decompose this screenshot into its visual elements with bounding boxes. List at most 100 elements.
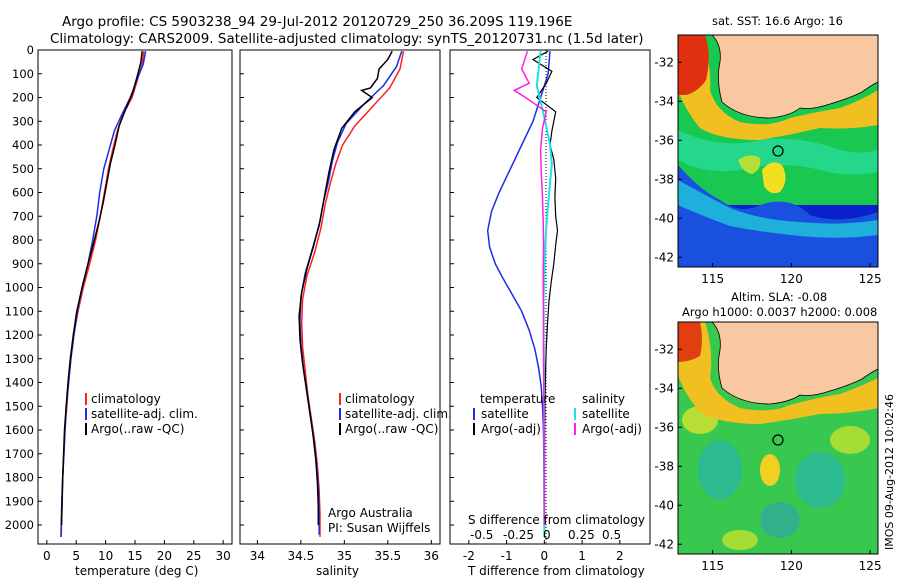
map-y-tick-label: -34 [654,94,674,108]
x-tick-label: 30 [216,549,231,563]
depth-tick-label: 1900 [5,494,34,508]
map-sla [678,322,878,554]
x-tick-label: 34.5 [288,549,315,563]
difference-plot [486,50,559,544]
map-y-tick-label: -38 [654,172,674,186]
series-line-temperature-satellite [486,51,551,537]
sst-coastal-warm [678,35,878,140]
land-australia [711,35,878,119]
depth-tick-label: 600 [12,186,34,200]
depth-tick-label: 1000 [5,281,34,295]
x-tick-label: 35.5 [374,549,401,563]
series-line-argo-raw-qc- [60,51,143,526]
temperature-plot [60,51,147,537]
legend-label-argo: Argo(..raw -QC) [91,422,184,436]
x-tick-label: 10 [98,549,113,563]
sla-yellow-2 [760,454,780,486]
depth-axis: 0 100 200 300 400 500 600 700 800 900 1000 1100 1200… [5,43,454,532]
s-tick-m05: -0.5 [470,528,493,542]
legend-label-argo: Argo(..raw -QC) [345,422,438,436]
legend-label-satellite: satellite-adj. clim. [91,407,198,421]
depth-tick-label: 2000 [5,518,34,532]
annotation-pi: PI: Susan Wijffels [328,521,430,535]
x-tick-label: 0 [43,549,51,563]
sst-warm-patch-2 [738,155,761,174]
x-tick-label: 0 [541,549,549,563]
s-tick-025: 0.25 [568,528,595,542]
map-y-tick-label: -42 [654,250,674,264]
salinity-plot [298,50,405,537]
salinity-legend: climatology satellite-adj. clim. Argo(..… [339,392,452,436]
x-tick-label: 1 [578,549,586,563]
s-tick-m025: -0.25 [503,528,534,542]
map-x-tick-label: 125 [859,272,882,286]
depth-tick-label: 0 [27,43,34,57]
map-sst [678,35,878,267]
salinity-x-axis: 34 34.5 35 35.5 36 [250,540,439,563]
depth-tick-label: 900 [12,257,34,271]
legend-label-climatology: climatology [91,392,161,406]
temperature-x-axis: 0 5 10 15 20 25 30 [43,540,231,563]
x-tick-label: 15 [127,549,142,563]
legend-label-temp-argo: Argo(-adj) [481,422,541,436]
depth-tick-label: 1400 [5,376,34,390]
sla-teal-1 [698,440,742,500]
difference-xlabel: T difference from climatology [467,564,645,578]
depth-tick-label: 200 [12,91,34,105]
difference-legend: temperature salinity satellite Argo(-adj… [473,392,642,436]
land-australia [711,322,878,405]
map-y-tick-label: -42 [654,537,674,551]
legend-label-satellite: satellite-adj. clim. [345,407,452,421]
sla-red-nw [678,322,702,362]
temperature-xlabel: temperature (deg C) [75,564,198,578]
series-line-salinity-argo-adj- [512,50,548,525]
sst-cool-lobe-1 [678,165,878,267]
map-x-tick-label: 125 [859,559,882,573]
x-tick-label: 34 [250,549,265,563]
sla-teal-3 [760,502,800,538]
map-y-tick-label: -34 [654,381,674,395]
argo-float-marker [772,434,784,446]
map-x-tick-label: 120 [780,559,803,573]
x-tick-label: 20 [157,549,172,563]
s-tick-0: 0 [543,528,551,542]
sst-cyan-band [678,180,878,238]
map-y-tick-label: -38 [654,459,674,473]
imos-timestamp: IMOS 09-Aug-2012 10:02:46 [883,394,896,550]
map-sla-frame [677,321,879,555]
sst-warm-patch [762,162,786,194]
map-y-tick-label: -40 [654,211,674,225]
series-line-argo-raw-qc- [298,50,393,525]
salinity-panel-frame [239,49,441,545]
sst-warm-nw [678,35,709,95]
map-y-tick-label: -32 [654,342,674,356]
depth-tick-label: 700 [12,209,34,223]
sla-coastal-band [678,322,878,424]
temperature-legend: climatology satellite-adj. clim. Argo(..… [85,392,198,436]
depth-tick-label: 1700 [5,447,34,461]
depth-tick-label: 1300 [5,352,34,366]
depth-tick-label: 1600 [5,423,34,437]
x-tick-label: 36 [424,549,439,563]
depth-tick-label: 1500 [5,399,34,413]
title-line-1: Argo profile: CS 5903238_94 29-Jul-2012 … [62,14,572,30]
legend-title-temperature: temperature [480,392,555,406]
x-tick-label: 25 [186,549,201,563]
legend-label-sal-argo: Argo(-adj) [582,422,642,436]
salinity-xlabel: salinity [316,564,359,578]
x-tick-label: 5 [72,549,80,563]
map-y-tick-label: -36 [654,133,674,147]
map-sla-title-1: Altim. SLA: -0.08 [731,290,827,304]
x-tick-label: 2 [616,549,624,563]
legend-label-temp-satellite: satellite [481,407,529,421]
argo-float-marker [772,145,784,157]
x-tick-label: 35 [337,549,352,563]
depth-tick-label: 1200 [5,328,34,342]
depth-tick-label: 1800 [5,471,34,485]
depth-tick-label: 1100 [5,304,34,318]
s-tick-05: 0.5 [602,528,621,542]
map-x-tick-label: 120 [780,272,803,286]
sla-teal-2 [795,452,845,508]
annotation-argo-australia: Argo Australia [328,506,413,520]
map-y-tick-label: -40 [654,498,674,512]
